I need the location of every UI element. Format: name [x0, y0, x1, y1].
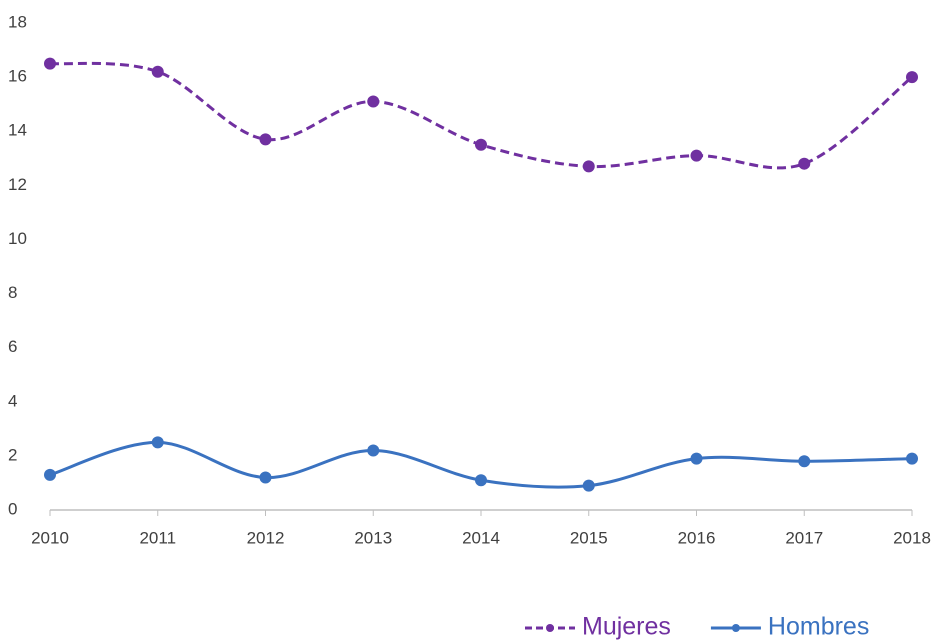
- legend-marker: [731, 624, 740, 632]
- data-point: [151, 436, 164, 449]
- x-tick-label: 2018: [893, 528, 931, 547]
- data-point: [582, 160, 595, 173]
- data-point: [151, 65, 164, 78]
- series-line: [49, 61, 913, 170]
- data-point: [690, 149, 703, 162]
- data-point: [906, 71, 918, 84]
- y-tick-label: 18: [8, 12, 27, 31]
- y-tick-label: 10: [8, 229, 27, 248]
- x-tick-label: 2011: [139, 528, 176, 547]
- data-point: [475, 138, 487, 151]
- data-point: [44, 468, 56, 481]
- data-point: [367, 95, 380, 108]
- data-point: [259, 471, 272, 484]
- y-tick-label: 14: [8, 121, 27, 140]
- y-tick-label: 12: [8, 175, 27, 194]
- data-point: [259, 133, 272, 146]
- data-point: [367, 444, 380, 457]
- legend-label: Mujeres: [582, 613, 671, 641]
- y-tick-label: 6: [8, 337, 17, 356]
- x-tick-label: 2010: [31, 528, 69, 547]
- y-tick-label: 0: [8, 499, 17, 518]
- data-point: [798, 455, 811, 468]
- x-tick-label: 2017: [785, 528, 823, 547]
- legend-label: Hombres: [768, 613, 869, 641]
- data-point: [906, 452, 918, 465]
- x-tick-label: 2012: [247, 528, 285, 547]
- data-point: [44, 57, 56, 70]
- x-tick-label: 2014: [462, 528, 500, 547]
- data-point: [690, 452, 703, 465]
- x-tick-label: 2016: [678, 528, 716, 547]
- y-tick-label: 16: [8, 67, 27, 86]
- x-tick-label: 2015: [570, 528, 608, 547]
- legend-marker: [546, 624, 554, 632]
- data-point: [475, 474, 487, 487]
- data-point: [798, 157, 811, 170]
- y-tick-label: 8: [8, 283, 17, 302]
- y-tick-label: 4: [8, 391, 17, 410]
- y-tick-label: 2: [8, 445, 17, 464]
- x-tick-label: 2013: [354, 528, 392, 547]
- data-point: [582, 479, 595, 492]
